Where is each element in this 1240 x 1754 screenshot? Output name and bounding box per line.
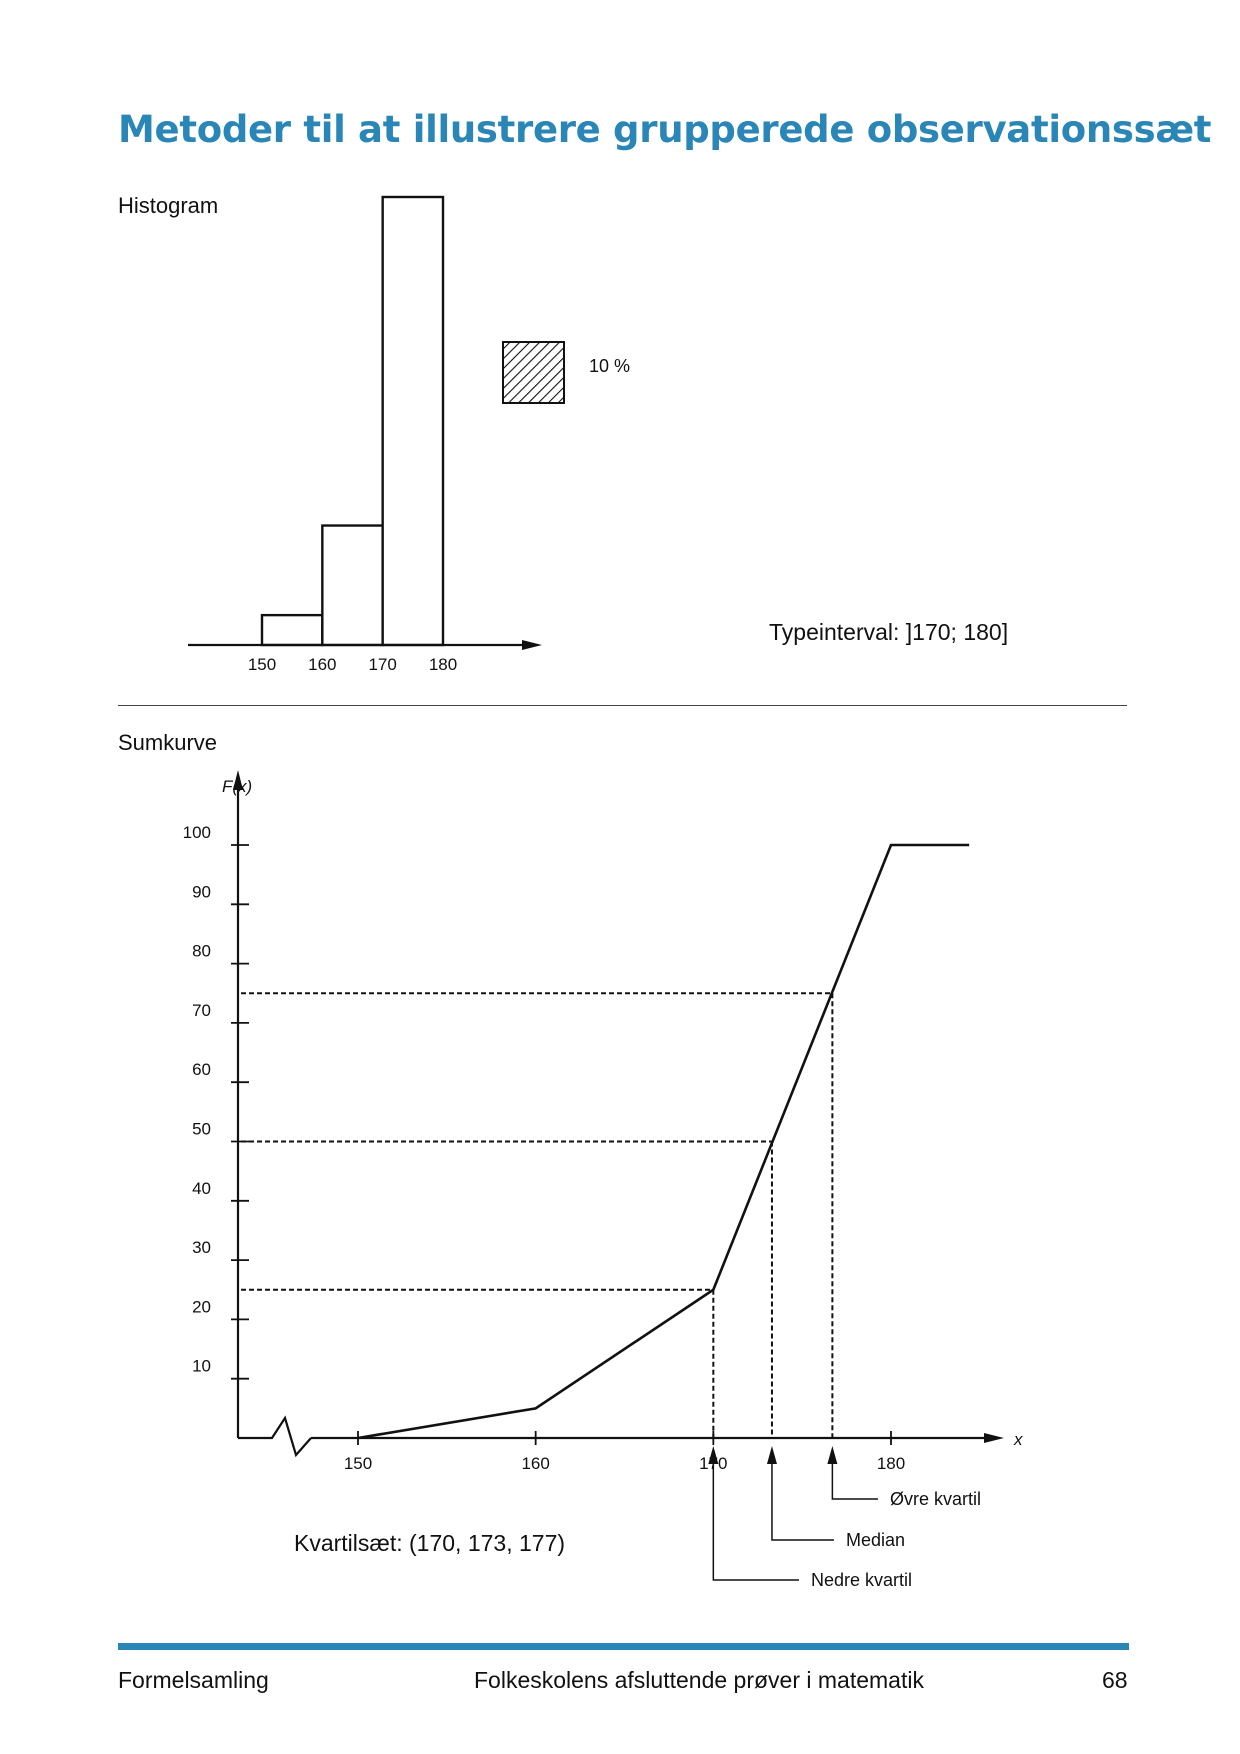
sumkurve-label: Sumkurve (118, 730, 218, 755)
x-tick-label: 150 (344, 1454, 372, 1473)
histogram-tick-label: 170 (368, 655, 396, 674)
type-interval-text: Typeinterval: ]170; 180] (769, 619, 1008, 645)
lower-quartile-pointer-line (712, 1462, 799, 1581)
histogram-label: Histogram (118, 193, 219, 218)
y-tick-label: 80 (192, 942, 211, 961)
y-axis-label: F(x) (222, 777, 252, 796)
median-pointer-line (771, 1462, 834, 1541)
y-tick-label: 30 (192, 1238, 211, 1257)
y-tick-label: 10 (192, 1357, 211, 1376)
histogram-tick-label: 160 (308, 655, 336, 674)
page-title: Metoder til at illustrere grupperede obs… (118, 108, 1212, 151)
lower-quartile-pointer-arrowhead (708, 1446, 719, 1464)
sumkurve-x-axis-arrow (984, 1433, 1004, 1443)
histogram-x-axis-arrow (522, 640, 542, 650)
upper-quartile-pointer-line (831, 1462, 878, 1500)
footer-bar (118, 1643, 1129, 1650)
x-axis-label: x (1013, 1430, 1023, 1449)
x-tick-label: 180 (877, 1454, 905, 1473)
y-tick-label: 60 (192, 1060, 211, 1079)
section-divider (118, 705, 1127, 706)
lower-quartile-label: Nedre kvartil (811, 1570, 912, 1590)
y-tick-label: 50 (192, 1120, 211, 1139)
quartile-set-text: Kvartilsæt: (170, 173, 177) (294, 1530, 565, 1556)
y-tick-label: 70 (192, 1001, 211, 1020)
median-pointer-arrowhead (766, 1446, 777, 1464)
upper-quartile-pointer-arrowhead (827, 1446, 838, 1464)
y-tick-label: 100 (183, 823, 211, 842)
x-tick-label: 160 (521, 1454, 549, 1473)
sumkurve-y-axis-arrow (233, 770, 243, 790)
histogram-legend-label: 10 % (589, 356, 630, 376)
y-tick-label: 90 (192, 882, 211, 901)
histogram-chart: 150 160 170 180 10 % Typeinterval: ]170; 18… (188, 195, 1008, 674)
footer-left: Formelsamling (118, 1667, 269, 1693)
upper-quartile-label: Øvre kvartil (890, 1489, 981, 1509)
histogram-tick-label: 150 (248, 655, 276, 674)
median-label: Median (846, 1530, 905, 1550)
footer-center: Folkeskolens afsluttende prøver i matema… (474, 1667, 924, 1693)
y-tick-label: 40 (192, 1179, 211, 1198)
histogram-tick-label: 180 (429, 655, 457, 674)
cumulative-curve (357, 843, 970, 1440)
sumkurve-x-axis-break (238, 1415, 312, 1458)
y-tick-label: 20 (192, 1297, 211, 1316)
histogram-legend-swatch (502, 341, 565, 404)
histogram-bar-170-180 (381, 195, 445, 647)
page-number: 68 (1102, 1667, 1128, 1693)
